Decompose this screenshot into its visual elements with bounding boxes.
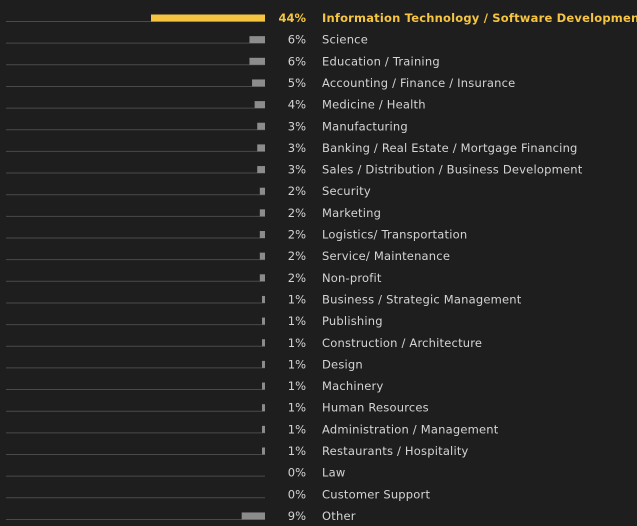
bar-value-label: 2% (288, 184, 306, 198)
bar-value-label: 3% (288, 163, 306, 177)
bar-value-label: 3% (288, 141, 306, 155)
bar-value-label: 1% (288, 422, 306, 436)
bar (262, 317, 265, 325)
bar-value-label: 2% (288, 271, 306, 285)
bar-value-label: 1% (288, 292, 306, 306)
category-label: Non-profit (322, 271, 382, 285)
bar-value-label: 0% (288, 466, 306, 480)
category-label: Machinery (322, 379, 383, 393)
category-label: Information Technology / Software Develo… (322, 11, 637, 25)
category-label: Human Resources (322, 401, 429, 415)
category-label: Construction / Architecture (322, 336, 482, 350)
bar-value-label: 1% (288, 379, 306, 393)
bar (259, 252, 265, 260)
bar-value-label: 44% (278, 11, 306, 25)
bar-value-label: 2% (288, 249, 306, 263)
category-label: Restaurants / Hospitality (322, 444, 469, 458)
bar-value-label: 1% (288, 444, 306, 458)
category-label: Design (322, 357, 363, 371)
bar-value-label: 2% (288, 228, 306, 242)
bar (257, 166, 265, 174)
bar-value-label: 1% (288, 357, 306, 371)
bar (262, 295, 265, 303)
bar (262, 360, 265, 368)
bar (262, 447, 265, 455)
bar-value-label: 5% (288, 76, 306, 90)
bar-value-label: 9% (288, 509, 306, 523)
category-label: Manufacturing (322, 119, 408, 133)
bar (249, 57, 265, 65)
category-label: Law (322, 466, 345, 480)
bar-value-label: 6% (288, 54, 306, 68)
bar (257, 144, 265, 152)
bar (241, 512, 265, 520)
bar-value-label: 0% (288, 487, 306, 501)
bar-value-label: 4% (288, 98, 306, 112)
bar (249, 36, 265, 44)
category-label: Marketing (322, 206, 381, 220)
bar (259, 231, 265, 238)
category-label: Business / Strategic Management (322, 292, 522, 306)
bar (151, 14, 265, 22)
category-label: Service/ Maintenance (322, 249, 450, 263)
category-label: Medicine / Health (322, 98, 426, 112)
bar-value-label: 1% (288, 314, 306, 328)
category-label: Sales / Distribution / Business Developm… (322, 163, 583, 177)
bar (259, 209, 265, 217)
category-label: Science (322, 33, 368, 47)
bar (252, 79, 265, 87)
bar (259, 187, 265, 195)
bar (254, 101, 265, 109)
category-label: Publishing (322, 314, 383, 328)
bar-value-label: 2% (288, 206, 306, 220)
bar-value-label: 1% (288, 336, 306, 350)
bar (259, 274, 265, 282)
bar-value-label: 6% (288, 33, 306, 47)
category-label: Accounting / Finance / Insurance (322, 76, 515, 90)
bar-value-label: 3% (288, 119, 306, 133)
category-label: Logistics/ Transportation (322, 228, 467, 242)
category-label: Education / Training (322, 54, 440, 68)
category-label: Security (322, 184, 371, 198)
bar (257, 122, 265, 130)
bar (262, 339, 265, 347)
category-label: Customer Support (322, 487, 430, 501)
category-label: Other (322, 509, 356, 523)
bar (262, 404, 265, 412)
category-label: Banking / Real Estate / Mortgage Financi… (322, 141, 578, 155)
bar (262, 425, 265, 433)
category-label: Administration / Management (322, 422, 499, 436)
bar-value-label: 1% (288, 401, 306, 415)
bar (262, 382, 265, 390)
